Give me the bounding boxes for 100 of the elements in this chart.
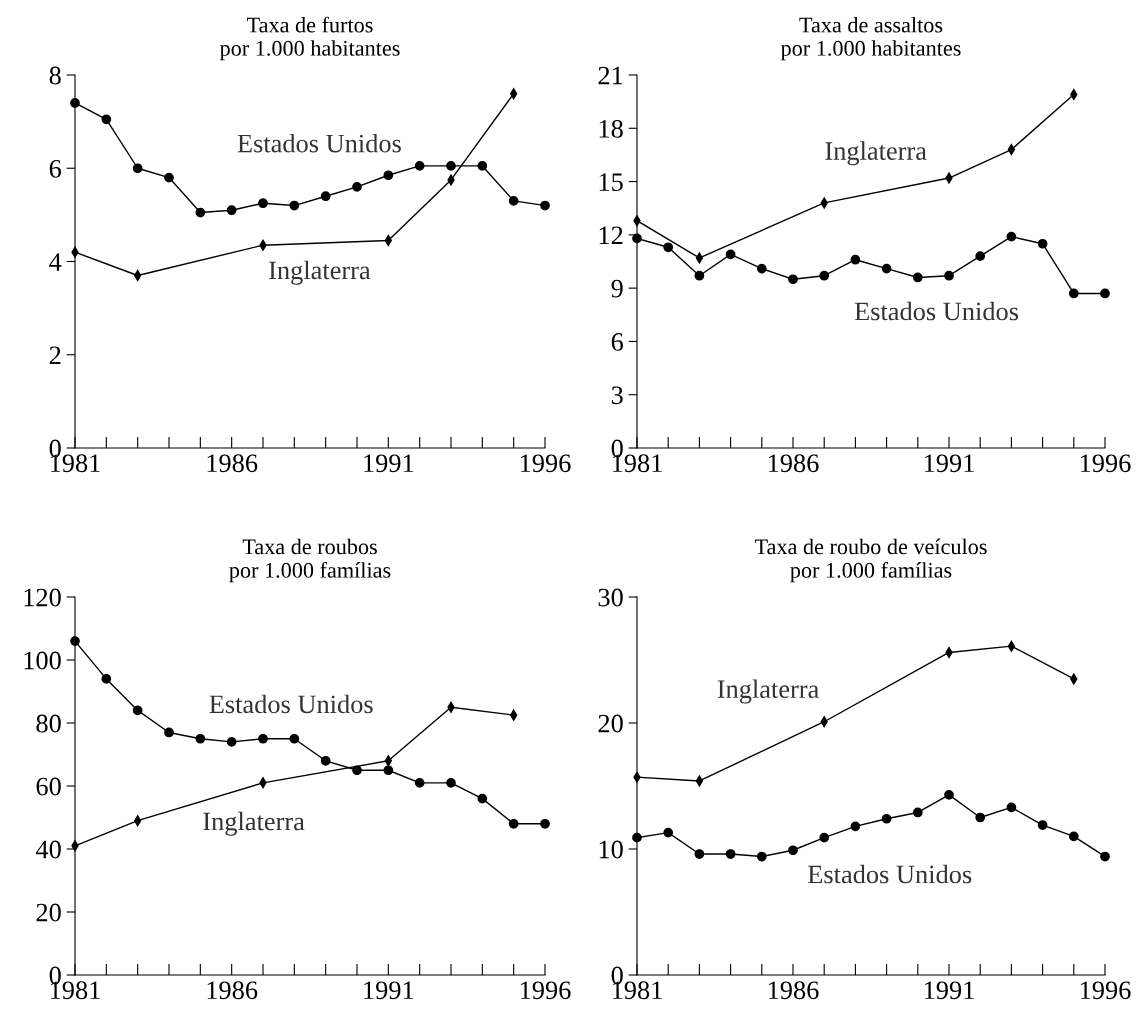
point xyxy=(540,818,550,829)
chart-title: Taxa de roubos por 1.000 famílias xyxy=(229,538,391,583)
x-tick-label: 1996 xyxy=(1080,454,1131,473)
point xyxy=(1037,238,1048,249)
point xyxy=(383,765,394,776)
point xyxy=(383,170,394,181)
series-label: Estados Unidos xyxy=(854,301,1019,321)
series-label: Inglaterra xyxy=(269,260,371,285)
point xyxy=(663,242,674,253)
point xyxy=(195,733,206,744)
point xyxy=(1037,820,1048,830)
point xyxy=(164,172,174,183)
point xyxy=(756,851,767,862)
point xyxy=(226,205,237,216)
point xyxy=(850,821,861,832)
point xyxy=(101,674,112,684)
point xyxy=(663,827,674,838)
y-tick-label: 15 xyxy=(599,173,623,191)
point xyxy=(1007,640,1016,652)
point xyxy=(508,196,519,206)
point xyxy=(725,849,736,859)
y-tick-label: 21 xyxy=(598,66,623,85)
x-tick-label: 1991 xyxy=(364,981,414,1000)
point xyxy=(695,252,704,264)
point xyxy=(132,163,143,174)
point xyxy=(912,272,923,283)
chart-title: Taxa de assaltos por 1.000 habitantes xyxy=(780,16,961,61)
y-tick-label: 6 xyxy=(49,159,62,178)
point xyxy=(819,270,830,281)
point xyxy=(1100,851,1110,862)
y-tick-label: 4 xyxy=(49,253,62,271)
point xyxy=(881,813,892,824)
point xyxy=(446,161,456,171)
x-tick-label: 1986 xyxy=(768,981,819,1000)
x-tick-label: 1996 xyxy=(520,981,571,1000)
y-tick-label: 3 xyxy=(611,386,623,405)
x-tick-label: 1986 xyxy=(207,981,258,1000)
y-tick-label: 6 xyxy=(611,333,624,351)
point xyxy=(289,733,300,744)
point xyxy=(289,200,300,211)
point xyxy=(881,263,892,274)
series-label: Estados Unidos xyxy=(209,694,373,714)
point xyxy=(540,200,550,211)
x-tick-label: 1991 xyxy=(924,981,974,1000)
y-tick-label: 40 xyxy=(35,840,61,859)
point xyxy=(164,727,174,738)
point xyxy=(1100,288,1110,299)
point xyxy=(819,832,830,843)
y-tick-label: 80 xyxy=(36,714,61,733)
point xyxy=(226,737,237,747)
point xyxy=(352,182,362,192)
point xyxy=(258,198,268,209)
series-label: Inglaterra xyxy=(717,679,819,704)
point xyxy=(414,161,425,171)
series-label: Inglaterra xyxy=(825,141,927,166)
y-tick-label: 9 xyxy=(611,279,623,298)
point xyxy=(694,270,705,281)
y-tick-label: 2 xyxy=(49,346,61,364)
y-tick-label: 30 xyxy=(598,588,623,607)
point xyxy=(446,777,456,788)
chart-title: Taxa de roubo de veículos por 1.000 famílias xyxy=(754,538,987,583)
point xyxy=(101,114,112,125)
y-tick-label: 60 xyxy=(36,777,61,796)
point xyxy=(352,765,362,776)
y-tick-label: 120 xyxy=(24,588,61,607)
point xyxy=(975,251,986,262)
series-label: Estados Unidos xyxy=(237,133,401,153)
point xyxy=(258,733,268,744)
point xyxy=(1068,831,1079,842)
x-tick-label: 1996 xyxy=(1080,981,1131,1000)
point xyxy=(320,191,331,202)
point xyxy=(975,812,986,823)
y-tick-label: 20 xyxy=(36,903,61,922)
series-label: Estados Unidos xyxy=(808,864,972,884)
point xyxy=(944,270,954,281)
x-tick-label: 1986 xyxy=(207,454,258,473)
y-tick-label: 20 xyxy=(598,714,623,733)
x-tick-label: 1991 xyxy=(924,454,974,473)
point xyxy=(1068,288,1079,299)
point xyxy=(725,249,736,260)
x-tick-label: 1996 xyxy=(520,454,571,473)
y-tick-label: 12 xyxy=(599,226,623,245)
point xyxy=(477,161,488,171)
y-tick-label: 10 xyxy=(599,840,623,859)
point xyxy=(195,207,206,218)
point xyxy=(694,849,705,859)
point xyxy=(477,793,488,804)
point xyxy=(756,263,767,274)
y-tick-label: 18 xyxy=(599,119,623,138)
x-tick-label: 1991 xyxy=(364,454,414,473)
point xyxy=(1006,231,1017,242)
point xyxy=(850,254,861,265)
y-tick-label: 8 xyxy=(49,66,61,85)
point xyxy=(1006,802,1017,813)
point xyxy=(912,807,923,818)
x-tick-label: 1986 xyxy=(768,454,819,473)
point xyxy=(414,777,425,788)
point xyxy=(788,274,798,285)
point xyxy=(944,789,954,800)
y-tick-label: 100 xyxy=(24,651,61,670)
